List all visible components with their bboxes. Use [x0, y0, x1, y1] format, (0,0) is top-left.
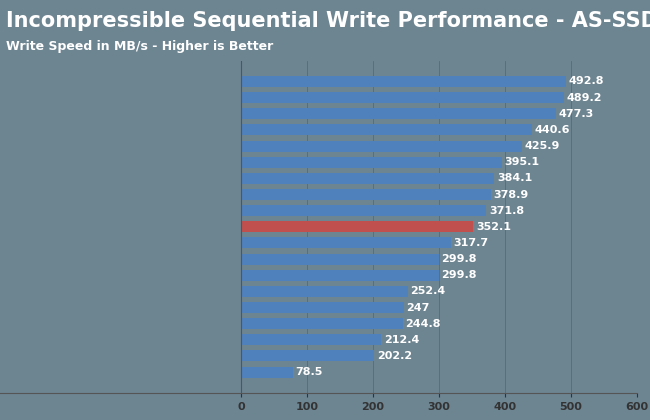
- Text: 395.1: 395.1: [504, 157, 540, 167]
- Bar: [241, 302, 404, 313]
- Text: 371.8: 371.8: [489, 206, 524, 215]
- Bar: [241, 237, 450, 249]
- Bar: [241, 318, 402, 329]
- Text: 299.8: 299.8: [441, 254, 477, 264]
- Bar: [241, 351, 374, 362]
- Bar: [241, 141, 522, 152]
- Text: 212.4: 212.4: [384, 335, 419, 345]
- Bar: [241, 270, 439, 281]
- Text: 252.4: 252.4: [410, 286, 445, 297]
- Text: 440.6: 440.6: [534, 125, 570, 135]
- Text: 244.8: 244.8: [405, 319, 441, 329]
- Text: 202.2: 202.2: [377, 351, 412, 361]
- Text: 78.5: 78.5: [295, 367, 323, 377]
- Text: 425.9: 425.9: [525, 141, 560, 151]
- Bar: [241, 334, 381, 345]
- Bar: [241, 108, 556, 119]
- Bar: [241, 205, 486, 216]
- Bar: [241, 157, 502, 168]
- Bar: [241, 124, 532, 135]
- Text: 299.8: 299.8: [441, 270, 477, 280]
- Bar: [241, 254, 439, 265]
- Bar: [241, 92, 564, 103]
- Text: Incompressible Sequential Write Performance - AS-SSD: Incompressible Sequential Write Performa…: [6, 11, 650, 32]
- Bar: [241, 367, 292, 378]
- Bar: [241, 286, 408, 297]
- Text: 489.2: 489.2: [567, 93, 602, 102]
- Text: 352.1: 352.1: [476, 222, 511, 232]
- Bar: [241, 221, 473, 232]
- Bar: [241, 76, 566, 87]
- Text: 384.1: 384.1: [497, 173, 532, 184]
- Text: 477.3: 477.3: [558, 109, 594, 119]
- Text: Write Speed in MB/s - Higher is Better: Write Speed in MB/s - Higher is Better: [6, 39, 274, 52]
- Bar: [241, 173, 495, 184]
- Text: 247: 247: [407, 302, 430, 312]
- Bar: [241, 189, 491, 200]
- Text: 378.9: 378.9: [494, 189, 529, 200]
- Text: 317.7: 317.7: [453, 238, 488, 248]
- Text: 492.8: 492.8: [569, 76, 604, 87]
